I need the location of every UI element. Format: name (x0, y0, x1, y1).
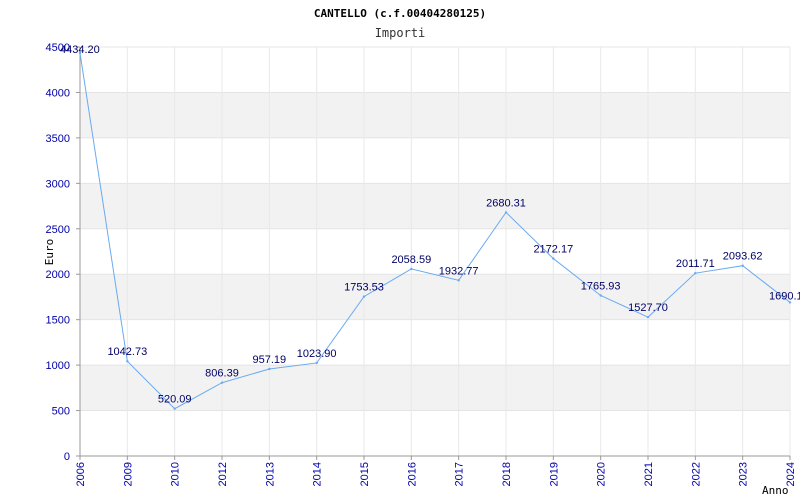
data-label: 1765.93 (581, 280, 621, 292)
x-tick-label: 2022 (690, 462, 702, 486)
y-tick-label: 1000 (46, 360, 70, 372)
data-label: 1527.70 (628, 302, 668, 314)
x-tick-label: 2013 (264, 462, 276, 486)
y-tick-label: 2000 (46, 269, 70, 281)
chart-title: CANTELLO (c.f.00404280125) (314, 7, 486, 20)
data-point (504, 211, 508, 214)
data-label: 2680.31 (486, 197, 526, 209)
data-point (126, 360, 129, 363)
y-tick-label: 1500 (46, 315, 70, 327)
data-label: 806.39 (205, 368, 239, 380)
data-point (599, 294, 602, 297)
grid-bands (80, 92, 790, 411)
data-label: 2058.59 (391, 254, 431, 266)
y-axis-label: Euro (43, 239, 56, 266)
data-label: 1932.77 (439, 265, 479, 277)
data-point (741, 264, 744, 267)
chart-subtitle: Importi (375, 26, 426, 40)
data-label: 2172.17 (533, 244, 573, 256)
x-axis-ticks: 2006 2009 2010 2012 2013 2014 2015 2016 2017 2018… (75, 456, 797, 486)
grid-band (80, 92, 790, 138)
data-point (315, 361, 318, 365)
y-tick-label: 2500 (46, 224, 70, 236)
data-point (268, 367, 271, 371)
data-label: 1690.10 (769, 290, 800, 302)
x-tick-label: 2009 (122, 462, 134, 486)
y-tick-label: 0 (64, 451, 70, 463)
x-axis-label: Anno (762, 484, 789, 497)
series-line (79, 52, 791, 410)
grid-band (80, 274, 790, 320)
y-tick-label: 3500 (46, 133, 70, 145)
data-label: 957.19 (253, 354, 287, 366)
data-label: 520.09 (158, 394, 192, 406)
x-tick-label: 2020 (596, 462, 608, 486)
x-tick-label: 2019 (548, 462, 560, 486)
data-point (362, 295, 366, 298)
x-tick-label: 2014 (312, 462, 324, 486)
data-label: 1023.90 (297, 348, 337, 360)
y-tick-label: 500 (52, 406, 70, 418)
x-tick-label: 2010 (170, 462, 182, 486)
data-labels: 4434.20 1042.73 520.09 806.39 957.19 1023.90 1… (60, 44, 800, 406)
x-tick-label: 2021 (643, 462, 655, 486)
grid-band (80, 183, 790, 229)
x-tick-label: 2024 (785, 462, 797, 486)
data-point (173, 407, 176, 410)
grid-band (80, 365, 790, 411)
x-tick-label: 2018 (501, 462, 513, 486)
y-tick-label: 4000 (46, 87, 70, 99)
data-points (78, 51, 792, 410)
y-tick-label: 3000 (46, 178, 70, 190)
data-point (646, 315, 650, 319)
x-tick-label: 2023 (738, 462, 750, 486)
data-label: 2011.71 (676, 258, 715, 270)
data-point (694, 271, 697, 275)
data-point (410, 267, 413, 271)
x-tick-label: 2006 (75, 462, 87, 486)
data-point (552, 257, 555, 260)
data-label: 1042.73 (107, 346, 147, 358)
x-tick-label: 2015 (359, 462, 371, 486)
data-label: 4434.20 (60, 44, 100, 56)
data-point (457, 279, 460, 282)
data-point (220, 381, 224, 384)
y-axis-ticks: 0 500 1000 1500 2000 2500 3000 3500 4000 4500 (46, 42, 80, 463)
x-tick-label: 2012 (217, 462, 229, 486)
data-point (788, 301, 792, 304)
x-tick-label: 2017 (454, 462, 466, 486)
data-point (78, 51, 82, 55)
x-tick-label: 2016 (406, 462, 418, 486)
y-tick-label: 4500 (46, 42, 70, 54)
data-label: 2093.62 (723, 251, 763, 263)
data-label: 1753.53 (344, 282, 384, 294)
